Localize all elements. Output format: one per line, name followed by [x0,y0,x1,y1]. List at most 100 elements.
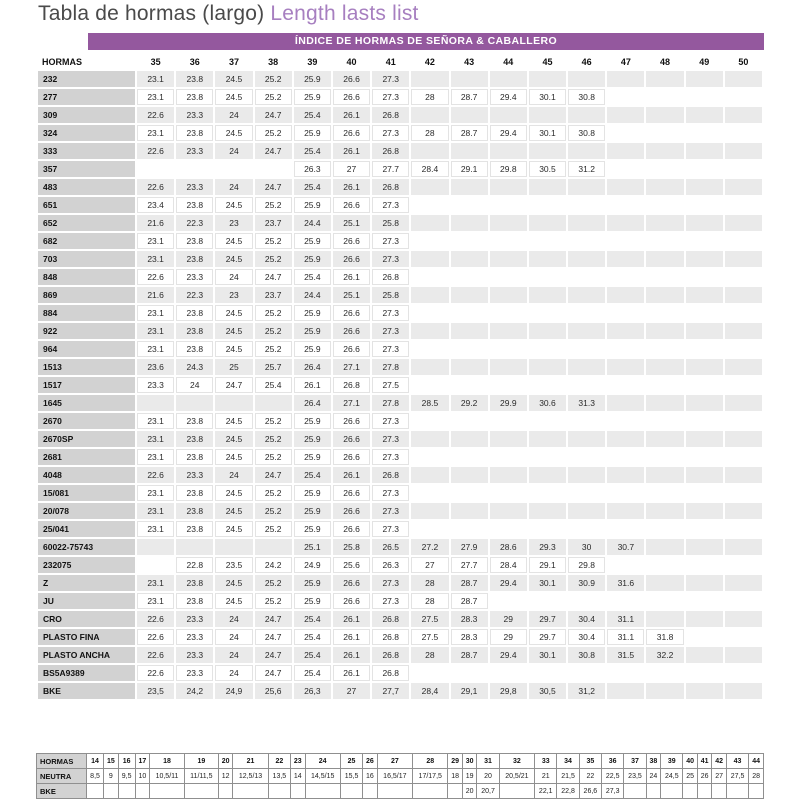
value-cell: 26,6 [578,783,603,799]
value-cell: 25.9 [293,251,331,267]
value-cell [607,413,645,429]
value-cell: 27,5 [725,768,750,784]
value-cell: 29 [489,629,527,645]
row-label: PLASTO FINA [38,629,135,645]
value-cell: 25.2 [254,125,292,141]
value-cell [623,783,647,799]
value-cell [607,431,645,447]
bottom-table-head: HORMAS 14 15 16 17 18 19 20 21 22 23 24 25 26 27 28 29 30… [36,753,764,769]
value-cell: 27.8 [372,359,410,375]
value-cell [711,783,727,799]
table-row: 651 23.4 23.8 24.5 25.2 25.9 26.6 27.3 [38,197,762,213]
value-cell [724,647,762,663]
value-cell: 26.3 [372,557,410,573]
value-cell: 28.4 [411,161,449,177]
value-cell: 30 [568,539,606,555]
value-cell [685,143,723,159]
value-cell: 25.2 [254,503,292,519]
column-header: 25 [339,753,364,769]
value-cell [528,143,567,159]
value-cell: 25.1 [293,539,331,555]
value-cell [607,323,645,339]
value-cell: 23.8 [176,449,214,465]
column-header: 45 [542,56,553,67]
value-cell: 25.6 [332,557,371,573]
value-cell [450,467,488,483]
value-cell: 26,3 [293,683,331,699]
value-cell [646,467,684,483]
value-cell [646,305,684,321]
value-cell: 24.5 [215,575,253,591]
value-cell [568,251,606,267]
table-row: 1517 23.3 24 24.7 25.4 26.1 26.8 27.5 [38,377,762,393]
value-cell: 24 [215,467,253,483]
value-cell [607,665,645,681]
column-header: 36 [189,56,200,67]
value-cell: 29.9 [489,395,527,411]
value-cell [724,629,762,645]
value-cell: 26.6 [332,71,371,87]
value-cell [685,575,723,591]
value-cell: 31.1 [607,611,645,627]
value-cell: 25.2 [254,575,292,591]
value-cell [411,431,449,447]
value-cell [528,665,567,681]
size-conversion-table: HORMAS 14 15 16 17 18 19 20 21 22 23 24 25 26 27 28 29 30… [36,753,764,799]
value-cell: 25.4 [293,143,331,159]
value-cell: 31.3 [568,395,606,411]
value-cell: 24.7 [215,377,253,393]
value-cell [450,107,488,123]
value-cell: 24.5 [215,323,253,339]
value-cell: 23.1 [137,413,175,429]
value-cell: 31,2 [568,683,606,699]
value-cell [724,341,762,357]
value-cell [724,251,762,267]
value-cell [568,503,606,519]
value-cell [489,359,527,375]
value-cell: 24.5 [215,521,253,537]
value-cell: 30.8 [568,647,606,663]
value-cell [568,665,606,681]
value-cell: 25.2 [254,593,292,609]
column-header: 28 [412,753,449,769]
value-cell: 13,5 [267,768,292,784]
value-cell: 30.6 [528,395,567,411]
value-cell [450,179,488,195]
value-cell [607,125,645,141]
value-cell: 26.8 [372,665,410,681]
value-cell [528,449,567,465]
value-cell: 27.3 [372,521,410,537]
value-cell: 23.1 [137,521,175,537]
value-cell [528,341,567,357]
value-cell [450,71,488,87]
value-cell: 29.8 [568,557,606,573]
value-cell: 25.9 [293,521,331,537]
value-cell: 10 [134,768,151,784]
main-table-head: HORMAS 35 36 37 38 39 40 41 42 43 44 45 46 47 48 49 50 [38,55,762,69]
value-cell: 23.7 [254,215,292,231]
value-cell: 29.4 [489,89,527,105]
value-cell [489,287,527,303]
column-header: 20 [217,753,234,769]
value-cell: 27.3 [372,341,410,357]
value-cell [568,431,606,447]
value-cell [646,107,684,123]
value-cell: 21.6 [137,287,175,303]
value-cell: 21,5 [556,768,580,784]
value-cell [685,269,723,285]
value-cell: 28.7 [450,125,488,141]
value-cell [607,179,645,195]
value-cell: 25.2 [254,449,292,465]
value-cell [568,107,606,123]
value-cell [607,503,645,519]
value-cell: 24.5 [215,305,253,321]
value-cell [568,233,606,249]
value-cell: 30.1 [528,647,567,663]
value-cell: 23.3 [176,107,214,123]
value-cell: 24.7 [254,611,292,627]
value-cell: 25.9 [293,197,331,213]
main-table-body: 232 23.1 23.8 24.5 25.2 25.9 26.6 27.3 277 23.1 23… [38,71,762,699]
value-cell [411,269,449,285]
value-cell: 24 [215,647,253,663]
row-label: 2670 [38,413,135,429]
